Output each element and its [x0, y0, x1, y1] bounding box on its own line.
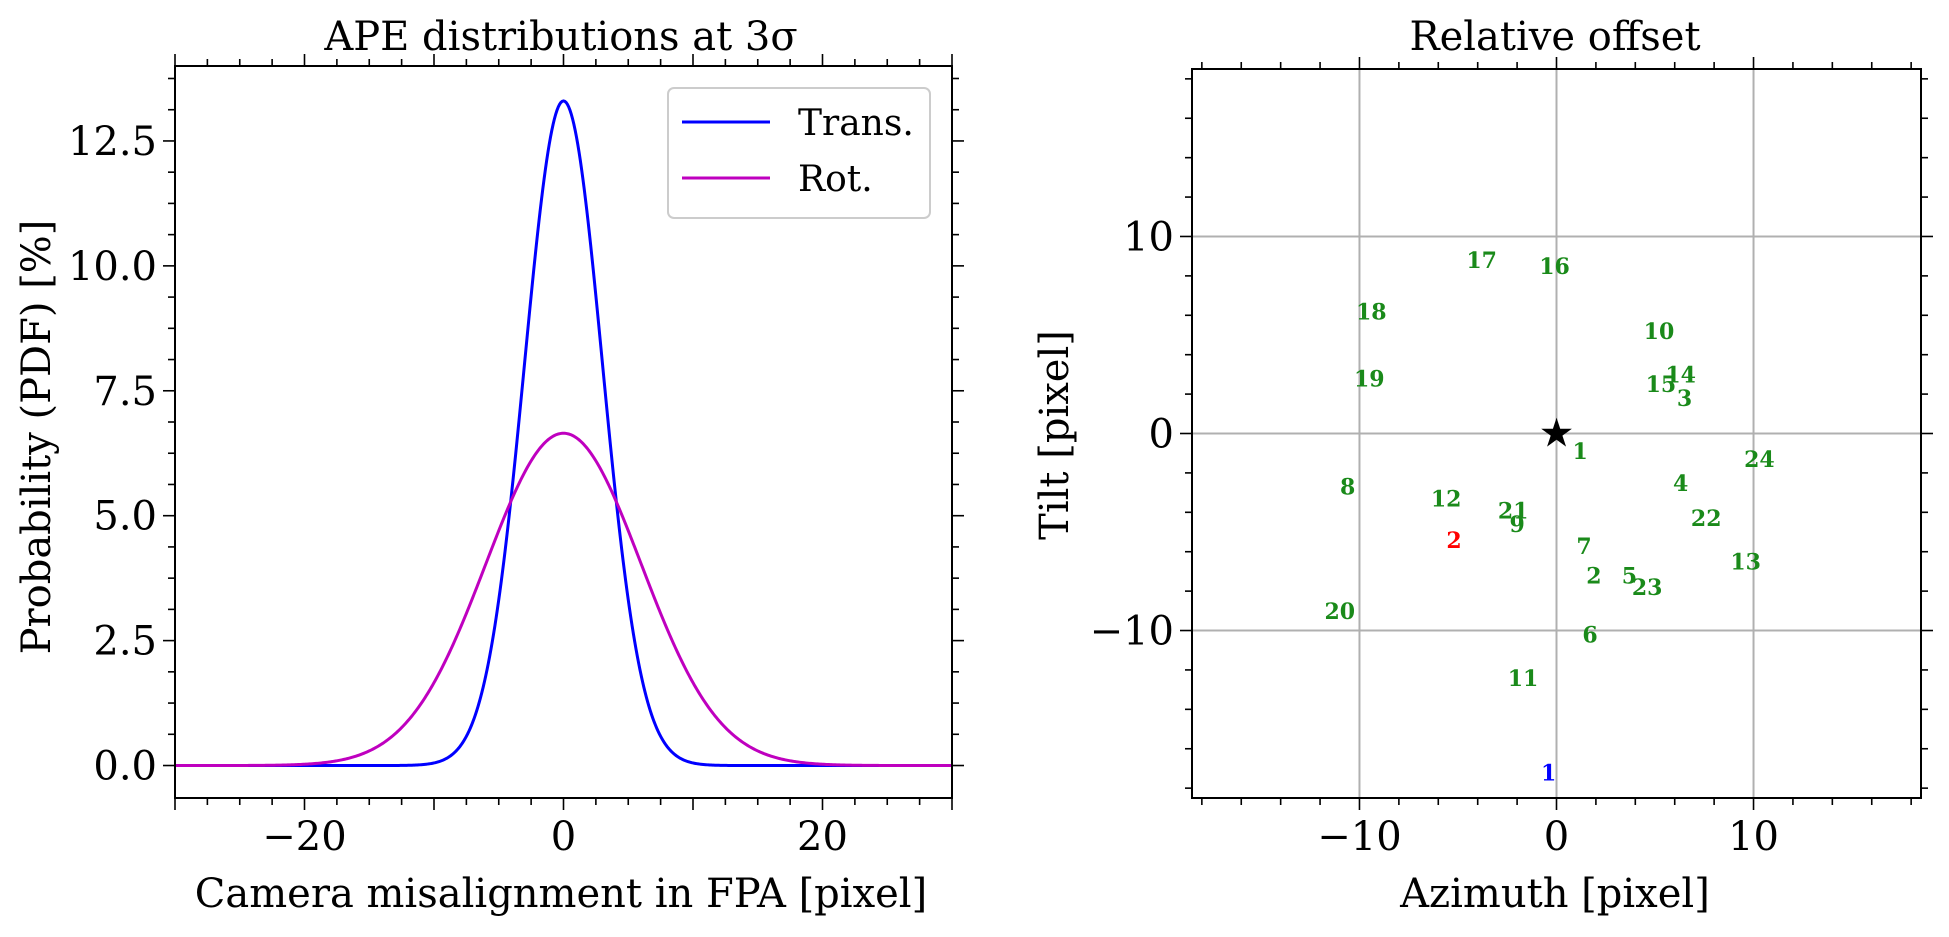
point-label: 16 [1539, 254, 1570, 280]
star-icon: ★ [1539, 411, 1575, 457]
pdf-y-tick-label: 10.0 [68, 244, 157, 290]
point-label: 22 [1691, 506, 1722, 532]
legend-label-trans: Trans. [798, 103, 914, 144]
point-label: 12 [1431, 487, 1462, 513]
point-label: 6 [1582, 622, 1597, 648]
pdf-x-tick-label: −20 [262, 814, 346, 860]
offset-y-axis-label: Tilt [pixel] [1032, 330, 1078, 540]
pdf-y-tick-label: 2.5 [93, 619, 157, 665]
pdf-y-tick-label: 5.0 [93, 494, 157, 540]
point-label: 10 [1644, 319, 1675, 345]
point-label: 3 [1677, 386, 1692, 412]
point-label: 8 [1340, 475, 1355, 501]
point-label: 4 [1673, 471, 1688, 497]
point-label: 2 [1586, 563, 1601, 589]
pdf-y-tick-label: 12.5 [68, 119, 157, 165]
point-label: 17 [1466, 248, 1497, 274]
pdf-x-tick-label: 0 [551, 814, 576, 860]
offset-y-tick-label: 0 [1149, 412, 1174, 458]
pdf-x-axis-label: Camera misalignment in FPA [pixel] [195, 871, 927, 917]
point-label: 2 [1446, 528, 1461, 554]
pdf-y-tick-label: 0.0 [93, 744, 157, 790]
point-label: 19 [1354, 366, 1385, 392]
point-label: 5 [1622, 563, 1637, 589]
pdf-chart-title: APE distributions at 3σ [323, 14, 797, 60]
pdf-chart-panel: APE distributions at 3σ −20 0 20 0.0 2.5 5.0 7… [14, 14, 964, 917]
point-label: 18 [1356, 299, 1387, 325]
point-label: 23 [1632, 575, 1663, 601]
pdf-y-tick-label: 7.5 [93, 369, 157, 415]
point-label: 1 [1572, 439, 1587, 465]
offset-y-tick-label: −10 [1090, 609, 1174, 655]
legend: Trans. Rot. [667, 87, 931, 219]
point-label: 21 [1498, 498, 1529, 524]
point-label: 9 [1509, 512, 1524, 538]
series-line-rot [175, 431, 952, 768]
point-label: 13 [1730, 550, 1761, 576]
point-label: 11 [1508, 666, 1539, 692]
point-label: 1 [1541, 760, 1556, 786]
point-label: 7 [1576, 534, 1591, 560]
offset-x-tick-label: −10 [1317, 814, 1401, 860]
point-label: 20 [1324, 599, 1355, 625]
pdf-y-axis-label: Probability (PDF) [%] [14, 220, 60, 655]
point-label: 14 [1665, 362, 1696, 388]
point-label: 24 [1744, 447, 1775, 473]
legend-label-rot: Rot. [798, 159, 873, 200]
offset-chart-title: Relative offset [1409, 14, 1700, 60]
offset-x-axis-label: Azimuth [pixel] [1399, 871, 1710, 917]
point-label: 15 [1646, 372, 1677, 398]
offset-x-tick-label: 0 [1544, 814, 1569, 860]
pdf-x-tick-label: 20 [797, 814, 848, 860]
pdf-plot-area: −20 0 20 0.0 2.5 5.0 7.5 10.0 12.5 [68, 54, 964, 860]
offset-x-tick-label: 10 [1728, 814, 1779, 860]
offset-y-tick-label: 10 [1123, 214, 1174, 260]
